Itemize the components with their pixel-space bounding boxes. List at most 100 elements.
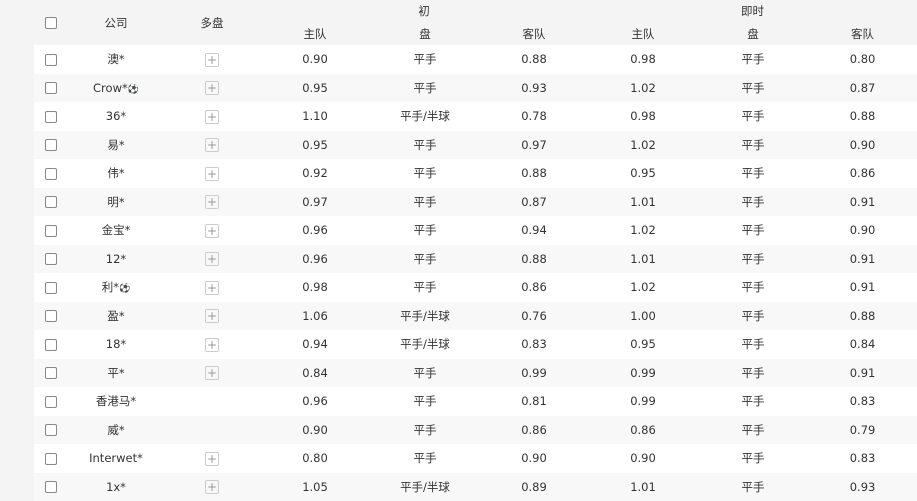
odds-i-home: 0.95: [260, 74, 370, 103]
row-select-cell: [34, 416, 68, 445]
odds-i-home: 0.96: [260, 216, 370, 245]
odds-l-home: 0.90: [588, 444, 698, 473]
company-cell: 利*⚽: [68, 273, 164, 302]
odds-i-home: 0.95: [260, 131, 370, 160]
row-checkbox[interactable]: [45, 139, 57, 151]
odds-i-away: 0.86: [480, 273, 588, 302]
select-all-checkbox[interactable]: [45, 17, 57, 29]
row-checkbox[interactable]: [45, 396, 57, 408]
row-checkbox[interactable]: [45, 253, 57, 265]
odds-l-home: 1.00: [588, 302, 698, 331]
odds-l-home: 1.02: [588, 273, 698, 302]
row-checkbox[interactable]: [45, 82, 57, 94]
expand-plus-button[interactable]: +: [205, 309, 219, 323]
odds-l-line: 平手: [698, 416, 808, 445]
expand-plus-button[interactable]: +: [205, 252, 219, 266]
row-select-cell: [34, 245, 68, 274]
live-header: 即时: [588, 0, 917, 22]
odds-i-line: 平手: [370, 444, 480, 473]
odds-l-home: 0.99: [588, 359, 698, 388]
odds-l-line: 平手: [698, 302, 808, 331]
row-checkbox[interactable]: [45, 367, 57, 379]
odds-i-away: 0.89: [480, 473, 588, 501]
odds-i-away: 0.86: [480, 416, 588, 445]
expand-plus-button[interactable]: +: [205, 452, 219, 466]
odds-i-home: 1.06: [260, 302, 370, 331]
odds-l-line: 平手: [698, 131, 808, 160]
odds-i-home: 0.96: [260, 387, 370, 416]
expand-plus-button[interactable]: +: [205, 138, 219, 152]
odds-l-line: 平手: [698, 159, 808, 188]
odds-l-away: 0.86: [808, 159, 917, 188]
odds-l-line: 平手: [698, 245, 808, 274]
company-cell: 盈*: [68, 302, 164, 331]
expand-plus-button[interactable]: +: [205, 224, 219, 238]
odds-i-home: 0.90: [260, 416, 370, 445]
initial-header: 初: [260, 0, 588, 22]
expand-plus-button[interactable]: +: [205, 480, 219, 494]
odds-i-line: 平手/半球: [370, 330, 480, 359]
multi-cell: +: [164, 273, 260, 302]
initial-away-header: 客队: [480, 22, 588, 45]
initial-line-header: 盘: [370, 22, 480, 45]
odds-i-away: 0.97: [480, 131, 588, 160]
row-checkbox[interactable]: [45, 282, 57, 294]
company-name: 36*: [106, 109, 126, 123]
multi-cell: +: [164, 359, 260, 388]
live-line-header: 盘: [698, 22, 808, 45]
expand-plus-button[interactable]: +: [205, 81, 219, 95]
row-checkbox[interactable]: [45, 310, 57, 322]
row-select-cell: [34, 216, 68, 245]
row-checkbox[interactable]: [45, 424, 57, 436]
row-select-cell: [34, 131, 68, 160]
odds-l-away: 0.83: [808, 387, 917, 416]
row-checkbox[interactable]: [45, 54, 57, 66]
company-cell: 伟*: [68, 159, 164, 188]
odds-i-away: 0.81: [480, 387, 588, 416]
expand-plus-button[interactable]: +: [205, 338, 219, 352]
odds-l-away: 0.91: [808, 188, 917, 217]
odds-i-home: 0.96: [260, 245, 370, 274]
row-checkbox[interactable]: [45, 453, 57, 465]
odds-i-line: 平手: [370, 159, 480, 188]
row-select-cell: [34, 359, 68, 388]
odds-i-home: 0.84: [260, 359, 370, 388]
odds-i-line: 平手/半球: [370, 473, 480, 501]
row-checkbox[interactable]: [45, 196, 57, 208]
expand-plus-button[interactable]: +: [205, 366, 219, 380]
expand-plus-button[interactable]: +: [205, 281, 219, 295]
odds-l-away: 0.83: [808, 444, 917, 473]
company-cell: Crow*⚽: [68, 74, 164, 103]
expand-plus-button[interactable]: +: [205, 195, 219, 209]
row-checkbox[interactable]: [45, 168, 57, 180]
odds-l-line: 平手: [698, 444, 808, 473]
multi-cell: [164, 387, 260, 416]
odds-i-away: 0.93: [480, 74, 588, 103]
odds-l-line: 平手: [698, 102, 808, 131]
odds-i-away: 0.99: [480, 359, 588, 388]
odds-l-line: 平手: [698, 387, 808, 416]
odds-l-away: 0.88: [808, 302, 917, 331]
odds-i-line: 平手: [370, 74, 480, 103]
row-checkbox[interactable]: [45, 111, 57, 123]
odds-l-home: 0.98: [588, 45, 698, 74]
expand-plus-button[interactable]: +: [205, 110, 219, 124]
row-checkbox[interactable]: [45, 339, 57, 351]
row-select-cell: [34, 188, 68, 217]
odds-l-line: 平手: [698, 330, 808, 359]
row-checkbox[interactable]: [45, 225, 57, 237]
company-cell: 36*: [68, 102, 164, 131]
multi-cell: +: [164, 444, 260, 473]
multi-cell: +: [164, 131, 260, 160]
row-select-cell: [34, 273, 68, 302]
row-checkbox[interactable]: [45, 481, 57, 493]
company-name: 18*: [106, 337, 126, 351]
company-name: 香港马*: [96, 394, 136, 408]
expand-plus-button[interactable]: +: [205, 53, 219, 67]
expand-plus-button[interactable]: +: [205, 167, 219, 181]
company-name: 澳*: [107, 52, 124, 66]
odds-l-home: 0.95: [588, 330, 698, 359]
